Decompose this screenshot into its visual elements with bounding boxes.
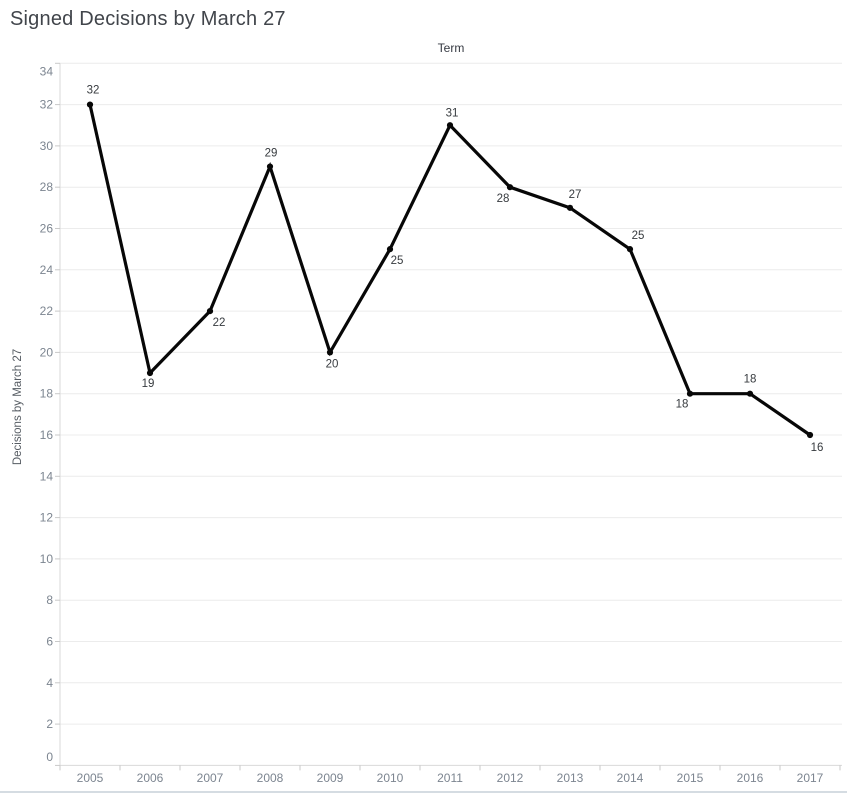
data-point-label: 31 [446,107,459,119]
top-axis-title: Term [438,41,465,55]
data-point-label: 20 [326,358,339,370]
y-tick-label: 4 [46,676,53,690]
gridlines-layer [60,62,842,725]
data-point-label: 22 [213,317,226,329]
y-tick-label: 18 [40,387,54,401]
data-point[interactable] [626,246,634,253]
data-point-label: 16 [811,442,824,454]
y-tick-label: 24 [40,263,54,277]
y-tick-label: 2 [46,717,53,731]
bottom-divider [0,791,847,793]
data-point[interactable] [566,204,574,211]
data-point-label: 25 [632,230,645,242]
y-tick-label: 16 [40,428,54,442]
x-tick-label: 2012 [497,771,524,785]
chart-title: Signed Decisions by March 27 [10,8,286,30]
data-point-label: 18 [676,399,689,411]
data-point[interactable] [386,246,394,253]
x-tick-label: 2013 [557,771,584,785]
x-tick-label: 2015 [677,771,704,785]
data-point[interactable] [86,101,94,108]
y-tick-label: 0 [46,750,53,764]
data-point[interactable] [446,122,454,129]
data-point[interactable] [746,390,754,397]
data-point[interactable] [506,184,514,191]
x-tick-label: 2010 [377,771,404,785]
y-tick-label: 10 [40,552,54,566]
data-point-label: 18 [744,374,757,386]
y-tick-label: 22 [40,304,54,318]
y-axis-title: Decisions by March 27 [12,349,24,465]
y-tick-label: 28 [40,180,54,194]
data-point-label: 28 [497,193,510,205]
data-labels-layer: 32 19 22 29 20 25 31 28 27 25 18 18 16 [87,85,824,454]
x-tick-label: 2007 [197,771,224,785]
data-point-label: 32 [87,85,100,97]
data-point[interactable] [806,431,814,439]
x-tick-label: 2008 [257,771,284,785]
y-tick-label: 26 [40,222,54,236]
y-tick-label: 8 [46,593,53,607]
series-layer [86,101,814,439]
x-tick-label: 2006 [137,771,164,785]
y-tick-label: 34 [40,64,54,78]
data-point-label: 29 [265,148,278,160]
y-tick-label: 30 [40,139,54,153]
data-point[interactable] [206,308,214,315]
data-point[interactable] [686,390,694,397]
data-point-label: 25 [391,255,404,267]
y-tick-label: 20 [40,345,54,359]
x-tick-label: 2011 [437,771,463,785]
y-tick-label: 14 [40,469,54,483]
data-point[interactable] [326,349,334,356]
y-tick-label: 12 [40,511,54,525]
data-point-label: 19 [142,378,155,390]
x-tick-label: 2014 [617,771,644,785]
data-point[interactable] [146,369,154,377]
x-tick-label: 2005 [77,771,104,785]
y-tick-label: 6 [46,635,53,649]
x-tick-label: 2009 [317,771,344,785]
x-tick-label: 2017 [797,771,824,785]
x-tick-label: 2016 [737,771,764,785]
data-point[interactable] [266,163,274,170]
y-tick-label: 32 [40,98,54,112]
data-point-label: 27 [569,189,582,201]
